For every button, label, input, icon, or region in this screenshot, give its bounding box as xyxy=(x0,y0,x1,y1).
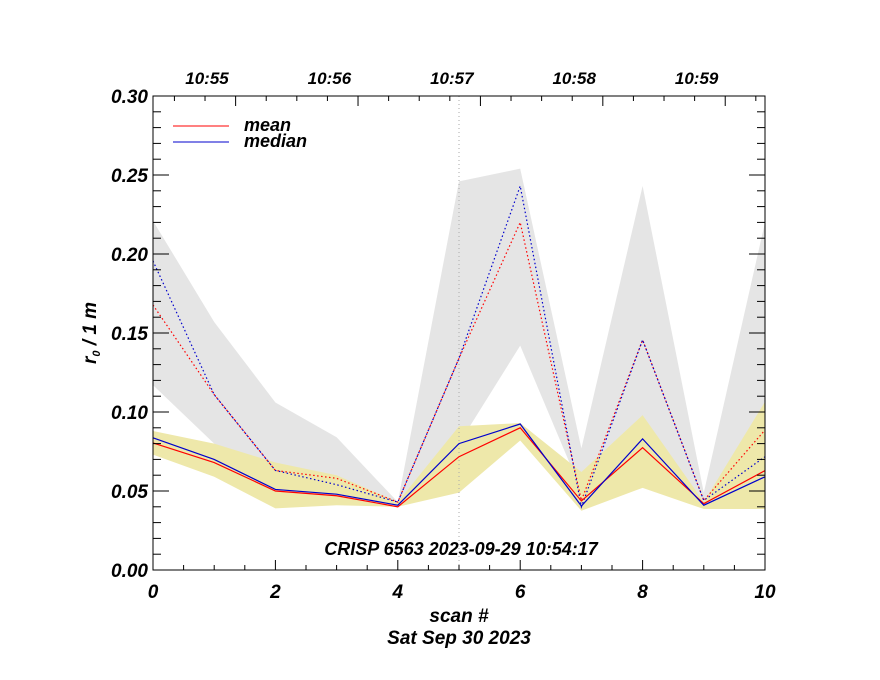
y-tick-label: 0.20 xyxy=(111,245,148,266)
y-axis-title: r0 / 1 m xyxy=(80,302,103,364)
x-tick-label: 2 xyxy=(269,582,281,603)
plot-annotation: CRISP 6563 2023-09-29 10:54:17 xyxy=(324,539,599,559)
y-axis-title-r: r xyxy=(80,355,101,364)
y-axis-title-sub: 0 xyxy=(91,350,103,357)
legend-label-median: median xyxy=(244,131,307,151)
x-tick-label: 10 xyxy=(754,582,776,603)
x-axis-title: scan # xyxy=(429,606,489,627)
series-lines xyxy=(152,183,766,510)
y-tick-label: 0.25 xyxy=(111,166,148,187)
top-time-label: 10:58 xyxy=(552,69,596,88)
series-line-mean-dotted xyxy=(152,220,766,503)
x-tick-label: 0 xyxy=(148,582,159,603)
top-time-label: 10:57 xyxy=(430,69,475,88)
range-bands xyxy=(153,168,765,511)
y-axis-title-rest: / 1 m xyxy=(80,302,101,351)
tick-labels: 0.00 0.05 0.10 0.15 0.20 0.25 0.30 0 2 4 6 8 10 10:55… xyxy=(111,69,776,603)
y-tick-label: 0.10 xyxy=(111,403,148,424)
legend-label-mean: mean xyxy=(244,115,291,135)
x-tick-label: 4 xyxy=(392,582,404,603)
x-tick-label: 8 xyxy=(637,582,648,603)
x-tick-label: 6 xyxy=(515,582,526,603)
x-axis-date: Sat Sep 30 2023 xyxy=(387,628,531,649)
y-tick-label: 0.15 xyxy=(111,324,148,345)
top-time-label: 10:55 xyxy=(185,69,229,88)
y-tick-label: 0.05 xyxy=(111,482,148,503)
legend: mean median xyxy=(173,115,307,151)
top-time-label: 10:56 xyxy=(308,69,352,88)
y-tick-label: 0.00 xyxy=(111,561,148,582)
y-tick-label: 0.30 xyxy=(111,87,148,108)
axes xyxy=(152,95,766,571)
band-grey-range xyxy=(153,168,765,503)
top-time-label: 10:59 xyxy=(675,69,719,88)
